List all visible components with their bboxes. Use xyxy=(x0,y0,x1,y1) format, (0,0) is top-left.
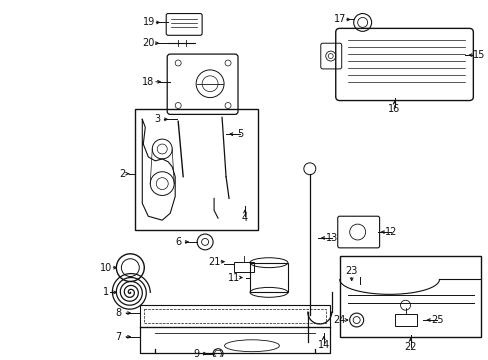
Bar xyxy=(135,109,258,230)
Text: 10: 10 xyxy=(100,263,112,273)
Text: 8: 8 xyxy=(115,308,121,318)
Text: 15: 15 xyxy=(472,50,485,60)
Bar xyxy=(144,309,325,323)
Bar xyxy=(249,263,287,292)
Text: 18: 18 xyxy=(142,77,154,87)
Text: 1: 1 xyxy=(103,287,109,297)
Text: 25: 25 xyxy=(430,315,443,325)
Text: 20: 20 xyxy=(142,38,154,48)
Text: 21: 21 xyxy=(207,257,220,267)
Text: 12: 12 xyxy=(385,227,397,237)
Text: 7: 7 xyxy=(115,332,121,342)
Text: 23: 23 xyxy=(345,266,357,276)
Text: 14: 14 xyxy=(317,340,329,350)
Bar xyxy=(234,262,253,271)
Text: 5: 5 xyxy=(236,129,243,139)
Bar xyxy=(339,256,480,337)
Text: 22: 22 xyxy=(404,342,416,352)
Bar xyxy=(394,314,416,326)
Text: 16: 16 xyxy=(387,104,400,114)
Text: 2: 2 xyxy=(119,169,125,179)
Text: 13: 13 xyxy=(325,233,337,243)
Text: 19: 19 xyxy=(143,17,155,27)
Text: 3: 3 xyxy=(154,114,160,124)
Text: 17: 17 xyxy=(333,14,345,24)
Text: 11: 11 xyxy=(227,273,240,283)
Bar xyxy=(140,305,329,327)
Text: 4: 4 xyxy=(242,213,247,223)
Text: 24: 24 xyxy=(333,315,345,325)
Text: 6: 6 xyxy=(175,237,181,247)
Text: 9: 9 xyxy=(193,348,199,359)
